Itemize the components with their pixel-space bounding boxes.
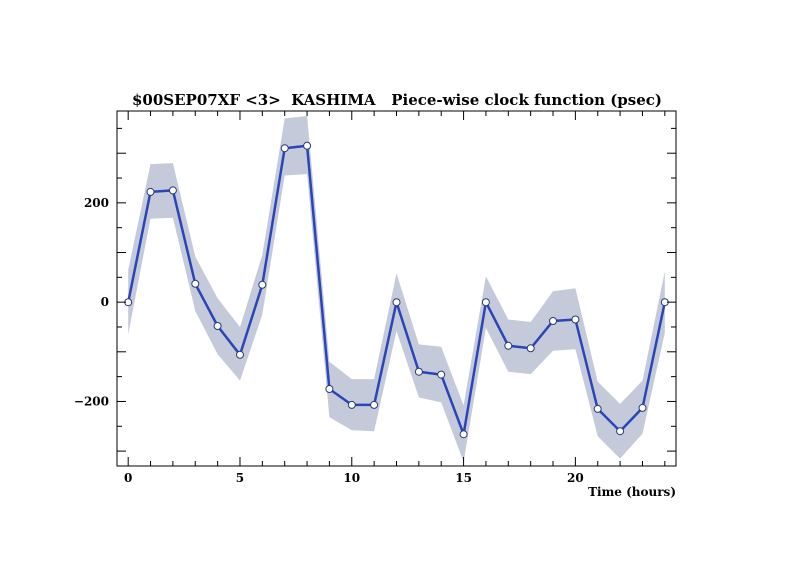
data-point (593, 404, 602, 413)
data-point (168, 186, 177, 195)
data-point (258, 280, 267, 289)
data-point (481, 298, 490, 307)
data-point (347, 400, 356, 409)
data-point (146, 187, 155, 196)
tick-label-layer: 0 5 10 15 20 −200 0 200 (74, 196, 584, 485)
uncertainty-band-layer (128, 116, 665, 462)
data-point (616, 427, 625, 436)
uncertainty-band (128, 116, 665, 462)
data-point (504, 341, 513, 350)
data-point (236, 350, 244, 359)
data-point-layer (124, 141, 669, 439)
data-point (303, 141, 312, 150)
x-tick-label: 10 (343, 471, 360, 485)
data-point (437, 370, 446, 379)
data-point (370, 400, 379, 409)
data-point (414, 367, 423, 376)
data-point (526, 344, 535, 353)
y-tick-label: −200 (74, 394, 109, 408)
data-point (191, 279, 200, 288)
y-tick-label: 0 (101, 295, 109, 309)
axis-tick-layer (117, 111, 676, 466)
data-point (459, 430, 468, 439)
data-point (392, 298, 401, 307)
chart-title: $00SEP07XF <3> KASHIMA Piece-wise clock … (132, 91, 662, 109)
x-tick-label: 5 (236, 471, 244, 485)
x-axis-label: Time (hours) (588, 485, 676, 499)
data-point (280, 144, 289, 153)
data-point (638, 403, 647, 412)
x-tick-label: 20 (567, 471, 584, 485)
data-point (571, 315, 580, 324)
x-tick-label: 0 (124, 471, 132, 485)
data-point (325, 385, 334, 393)
y-tick-label: 200 (84, 196, 109, 210)
data-point (549, 317, 557, 325)
data-point (213, 322, 222, 330)
x-tick-label: 15 (455, 471, 472, 485)
